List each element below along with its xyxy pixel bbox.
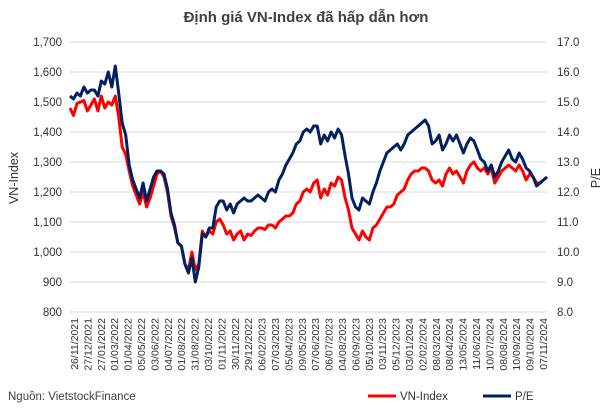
- x-tick-label: 26/11/2021: [69, 318, 81, 370]
- y-tick-label: 1,000: [33, 247, 62, 259]
- x-tick-label: 05/10/2023: [364, 318, 376, 371]
- x-axis: 26/11/2021 27/12/2021 27/01/2022 01/03/2022…: [69, 318, 550, 371]
- x-tick-label: 05/12/2023: [391, 318, 403, 371]
- y-tick-label: 1,200: [33, 187, 62, 199]
- x-tick-label: 01/03/2022: [109, 318, 121, 371]
- series-line-p-e: [69, 64, 548, 284]
- x-tick-label: 10/07/2024: [484, 318, 496, 371]
- y-tick-label: 800: [43, 307, 62, 319]
- x-tick-label: 08/08/2024: [498, 318, 510, 371]
- y-tick-label: 1,300: [33, 157, 62, 169]
- legend-label-vnindex: VN-Index: [400, 391, 448, 403]
- x-tick-label: 29/12/2022: [243, 318, 255, 371]
- x-tick-label: 08/04/2024: [444, 318, 456, 371]
- x-tick-label: 09/05/2023: [297, 318, 309, 371]
- y2-tick-label: 12.0: [557, 187, 579, 199]
- legend: VN-Index P/E: [368, 391, 534, 403]
- y2-tick-label: 17.0: [557, 37, 579, 49]
- x-tick-label: 11/06/2024: [471, 318, 483, 370]
- x-tick-label: 06/07/2023: [324, 318, 336, 371]
- x-tick-label: 07/03/2023: [270, 318, 282, 371]
- y2-tick-label: 10.0: [557, 247, 579, 259]
- x-tick-label: 02/02/2024: [417, 318, 429, 371]
- x-tick-label: 06/09/2023: [350, 318, 362, 371]
- y-axis-left: 1,700 1,600 1,500 1,400 1,300 1,200 1,100 1,000…: [33, 37, 62, 319]
- y2-tick-label: 14.0: [557, 127, 579, 139]
- y2-tick-label: 8.0: [557, 307, 573, 319]
- x-tick-label: 04/07/2022: [163, 318, 175, 371]
- y-tick-label: 1,400: [33, 127, 62, 139]
- y-axis-right: 17.0 16.0 15.0 14.0 13.0 12.0 11.0 10.0 9.0 8.0: [557, 37, 579, 319]
- y-tick-label: 1,600: [33, 67, 62, 79]
- y-tick-label: 1,500: [33, 97, 62, 109]
- y-tick-label: 900: [43, 277, 62, 289]
- x-tick-label: 31/08/2022: [190, 318, 202, 371]
- x-tick-label: 05/05/2022: [136, 318, 148, 371]
- x-tick-label: 07/06/2023: [310, 318, 322, 371]
- x-tick-label: 03/11/2023: [377, 318, 389, 370]
- x-tick-label: 07/11/2024: [538, 318, 550, 370]
- x-tick-label: 27/12/2021: [82, 318, 94, 371]
- legend-label-pe: P/E: [515, 391, 534, 403]
- x-tick-label: 01/08/2022: [176, 318, 188, 371]
- y2-tick-label: 15.0: [557, 97, 579, 109]
- y2-tick-label: 13.0: [557, 157, 579, 169]
- x-tick-label: 10/09/2024: [511, 318, 523, 371]
- x-tick-label: 27/01/2022: [96, 318, 108, 371]
- series-line-vn-index: [68, 94, 548, 272]
- x-tick-label: 05/04/2023: [283, 318, 295, 371]
- y-tick-label: 1,100: [33, 217, 62, 229]
- y-tick-label: 1,700: [33, 37, 62, 49]
- x-tick-label: 03/10/2022: [203, 318, 215, 371]
- grid: [70, 41, 547, 313]
- plot-area: [68, 64, 548, 284]
- x-tick-label: 06/02/2023: [257, 318, 269, 371]
- x-tick-label: 03/06/2022: [149, 318, 161, 371]
- x-tick-label: 03/01/2024: [404, 318, 416, 371]
- chart-title: Định giá VN-Index đã hấp dẫn hơn: [184, 9, 429, 26]
- x-tick-label: 09/10/2024: [525, 318, 537, 371]
- x-tick-label: 01/11/2022: [216, 318, 228, 370]
- x-tick-label: 13/05/2024: [458, 318, 470, 371]
- y2-tick-label: 16.0: [557, 67, 579, 79]
- y2-tick-label: 11.0: [557, 217, 579, 229]
- x-tick-label: 08/03/2024: [431, 318, 443, 371]
- y2-axis-label: P/E: [589, 168, 603, 188]
- x-tick-label: 01/04/2022: [123, 318, 135, 371]
- y2-tick-label: 9.0: [557, 277, 573, 289]
- y-axis-label: VN-Index: [7, 151, 21, 204]
- source-note: Nguồn: VietstockFinance: [8, 391, 136, 403]
- x-tick-label: 30/11/2022: [230, 318, 242, 370]
- x-tick-label: 04/08/2023: [337, 318, 349, 371]
